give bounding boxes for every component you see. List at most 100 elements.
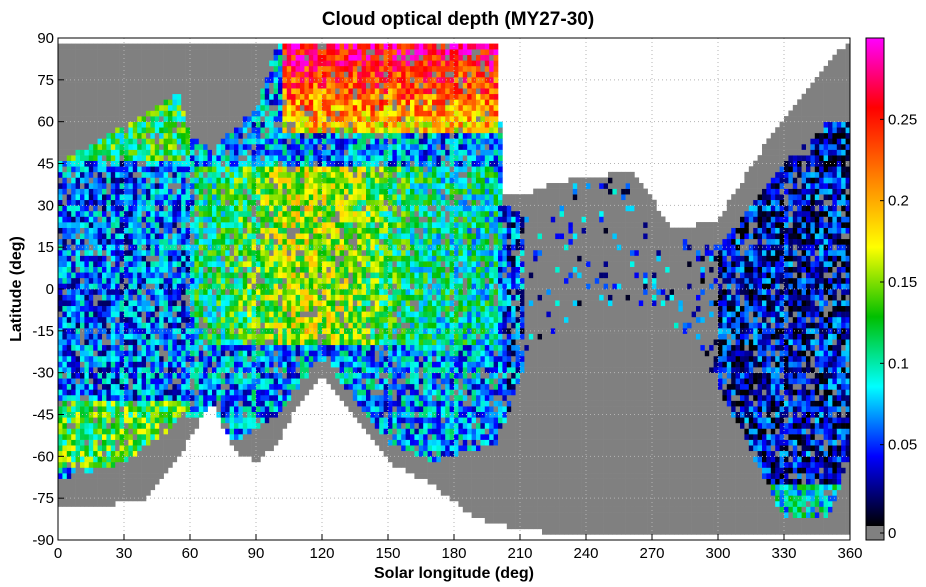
heatmap-cell <box>132 60 138 67</box>
heatmap-cell <box>291 216 296 223</box>
heatmap-cell <box>146 417 151 424</box>
heatmap-cell <box>128 406 134 413</box>
heatmap-cell <box>278 65 283 72</box>
heatmap-cell <box>326 116 332 122</box>
heatmap-cell <box>137 495 142 502</box>
heatmap-cell <box>97 210 103 217</box>
heatmap-cell <box>198 406 204 413</box>
heatmap-cell <box>300 54 305 61</box>
heatmap-cell <box>203 49 208 56</box>
heatmap-cell <box>198 138 204 145</box>
heatmap-cell <box>304 283 310 290</box>
heatmap-cell <box>106 121 112 128</box>
heatmap-cell <box>330 289 336 295</box>
heatmap-cell <box>295 138 301 145</box>
heatmap-cell <box>150 199 156 206</box>
heatmap-cell <box>154 322 160 329</box>
heatmap-cell <box>330 216 336 223</box>
heatmap-cell <box>216 300 222 307</box>
heatmap-cell <box>322 88 327 95</box>
heatmap-cell <box>322 311 327 318</box>
heatmap-cell <box>326 367 332 373</box>
heatmap-cell <box>80 54 85 61</box>
heatmap-cell <box>137 434 142 440</box>
heatmap-cell <box>190 344 195 351</box>
heatmap-cell <box>286 367 292 373</box>
heatmap-cell <box>185 188 191 195</box>
heatmap-cell <box>300 266 305 273</box>
heatmap-cell <box>132 244 138 251</box>
heatmap-cell <box>58 272 63 279</box>
heatmap-cell <box>146 227 151 234</box>
heatmap-cell <box>198 127 204 134</box>
heatmap-cell <box>286 305 292 312</box>
heatmap-cell <box>159 467 164 474</box>
heatmap-cell <box>80 355 85 362</box>
heatmap-cell <box>66 383 72 390</box>
heatmap-cell <box>295 43 301 50</box>
heatmap-cell <box>295 328 301 334</box>
heatmap-cell <box>352 339 358 346</box>
heatmap-cell <box>93 445 98 452</box>
heatmap-cell <box>119 266 125 273</box>
heatmap-cell <box>194 289 200 295</box>
heatmap-cell <box>128 339 134 346</box>
heatmap-cell <box>198 71 204 78</box>
heatmap-cell <box>66 71 72 78</box>
heatmap-cell <box>106 49 112 56</box>
heatmap-cell <box>154 283 160 290</box>
heatmap-cell <box>141 238 147 245</box>
heatmap-cell <box>207 344 213 351</box>
heatmap-cell <box>80 43 85 50</box>
heatmap-cell <box>330 294 336 301</box>
heatmap-cell <box>304 266 310 273</box>
heatmap-cell <box>150 277 156 284</box>
heatmap-cell <box>141 49 147 56</box>
heatmap-cell <box>278 422 283 429</box>
heatmap-cell <box>330 155 336 162</box>
heatmap-cell <box>176 121 182 128</box>
heatmap-cell <box>66 143 72 150</box>
heatmap-cell <box>229 289 235 295</box>
heatmap-cell <box>203 65 208 72</box>
heatmap-cell <box>141 445 147 452</box>
heatmap-cell <box>335 138 340 145</box>
heatmap-cell <box>339 93 345 100</box>
heatmap-cell <box>71 216 76 223</box>
heatmap-cell <box>141 222 147 228</box>
heatmap-cell <box>291 294 296 301</box>
heatmap-cell <box>291 199 296 206</box>
heatmap-cell <box>110 194 116 201</box>
heatmap-cell <box>326 283 332 290</box>
heatmap-cell <box>106 93 112 100</box>
heatmap-cell <box>282 110 288 117</box>
heatmap-cell <box>137 422 142 429</box>
heatmap-cell <box>75 188 81 195</box>
heatmap-cell <box>154 461 160 468</box>
heatmap-cell <box>124 99 129 106</box>
heatmap-cell <box>264 428 270 435</box>
heatmap-cell <box>115 71 120 78</box>
heatmap-cell <box>159 149 164 156</box>
heatmap-cell <box>106 456 112 463</box>
heatmap-cell <box>300 82 305 89</box>
heatmap-cell <box>273 166 279 173</box>
heatmap-cell <box>330 49 336 56</box>
heatmap-cell <box>273 355 279 362</box>
heatmap-cell <box>163 300 169 307</box>
heatmap-cell <box>150 210 156 217</box>
heatmap-cell <box>251 249 257 256</box>
heatmap-cell <box>110 456 116 463</box>
heatmap-cell <box>185 183 191 189</box>
heatmap-cell <box>181 99 186 106</box>
heatmap-cell <box>295 283 301 290</box>
heatmap-cell <box>326 339 332 346</box>
heatmap-cell <box>273 183 279 189</box>
heatmap-cell <box>93 339 98 346</box>
heatmap-cell <box>264 333 270 340</box>
heatmap-cell <box>260 294 266 301</box>
heatmap-cell <box>260 339 266 346</box>
heatmap-cell <box>181 160 186 167</box>
heatmap-cell <box>168 60 173 67</box>
heatmap-cell <box>278 227 283 234</box>
